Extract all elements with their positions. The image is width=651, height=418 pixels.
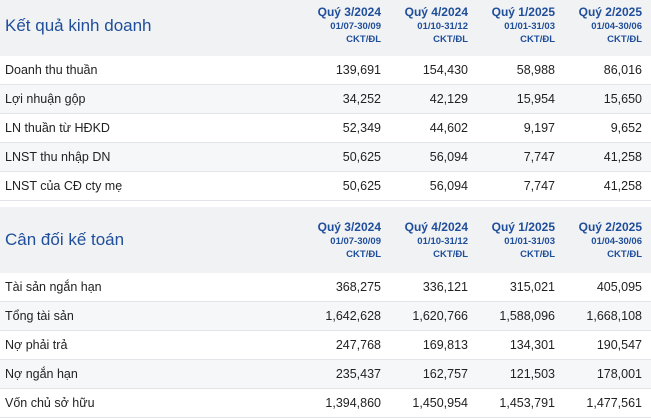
- period-unit: CKT/ĐL: [520, 34, 555, 45]
- row-label[interactable]: LN thuần từ HĐKD: [5, 121, 110, 135]
- row-value: 134,301: [509, 338, 555, 352]
- row-value: 1,394,860: [325, 396, 381, 410]
- row-value: 1,668,108: [586, 309, 642, 323]
- period-quarter[interactable]: Quý 2/2025: [578, 219, 642, 234]
- row-value: 56,094: [429, 150, 468, 164]
- period-quarter[interactable]: Quý 1/2025: [491, 5, 555, 19]
- period-quarter[interactable]: Quý 3/2024: [317, 219, 381, 234]
- period-range: 01/01-31/03: [504, 235, 555, 247]
- row-value: 15,954: [516, 92, 555, 106]
- period-unit: CKT/ĐL: [433, 248, 468, 260]
- period-unit: CKT/ĐL: [346, 34, 381, 45]
- period-q2-2025: Quý 2/2025 01/04-30/06 CKT/ĐL: [561, 220, 648, 261]
- row-label[interactable]: Tổng tài sản: [5, 309, 74, 323]
- row-label[interactable]: Lợi nhuận gộp: [5, 92, 86, 106]
- period-unit: CKT/ĐL: [607, 248, 642, 260]
- row-value: 7,747: [523, 150, 555, 164]
- row-label[interactable]: LNST của CĐ cty mẹ: [5, 179, 123, 193]
- row-value: 154,430: [422, 63, 468, 77]
- row-value: 9,197: [523, 121, 555, 135]
- row-value: 15,650: [603, 92, 642, 106]
- row-value: 44,602: [429, 121, 468, 135]
- period-q4-2024: Quý 4/2024 01/10-31/12 CKT/ĐL: [387, 0, 474, 56]
- section-divider: [0, 201, 651, 207]
- business-results-title[interactable]: Kết quả kinh doanh: [5, 16, 152, 35]
- period-quarter[interactable]: Quý 1/2025: [491, 219, 555, 234]
- period-q3-2024: Quý 3/2024 01/07-30/09 CKT/ĐL: [300, 0, 387, 56]
- table-row[interactable]: LNST của CĐ cty mẹ 50,625 56,094 7,747 4…: [0, 172, 651, 201]
- table-row[interactable]: LN thuần từ HĐKD 52,349 44,602 9,197 9,6…: [0, 114, 651, 143]
- period-range: 01/04-30/06: [591, 235, 642, 247]
- period-range: 01/04-30/06: [591, 21, 642, 32]
- row-label[interactable]: Doanh thu thuần: [5, 63, 98, 77]
- row-value: 86,016: [603, 63, 642, 77]
- table-row[interactable]: Vốn chủ sở hữu 1,394,860 1,450,954 1,453…: [0, 389, 651, 418]
- row-value: 41,258: [603, 150, 642, 164]
- row-value: 9,652: [610, 121, 642, 135]
- period-range: 01/10-31/12: [417, 21, 468, 32]
- period-quarter[interactable]: Quý 4/2024: [404, 219, 468, 234]
- row-value: 139,691: [335, 63, 381, 77]
- period-q4-2024: Quý 4/2024 01/10-31/12 CKT/ĐL: [387, 220, 474, 261]
- business-results-header: Kết quả kinh doanh Quý 3/2024 01/07-30/0…: [0, 0, 651, 56]
- row-value: 42,129: [429, 92, 468, 106]
- row-value: 58,988: [516, 63, 555, 77]
- row-value: 1,477,561: [586, 396, 642, 410]
- period-unit: CKT/ĐL: [607, 34, 642, 45]
- row-value: 178,001: [596, 367, 642, 381]
- row-value: 50,625: [342, 179, 381, 193]
- row-value: 336,121: [422, 280, 468, 294]
- table-row[interactable]: Nợ phải trả 247,768 169,813 134,301 190,…: [0, 331, 651, 360]
- period-q3-2024: Quý 3/2024 01/07-30/09 CKT/ĐL: [300, 220, 387, 261]
- balance-sheet-title[interactable]: Cân đối kế toán: [5, 230, 125, 249]
- row-value: 34,252: [342, 92, 381, 106]
- row-label[interactable]: Nợ ngắn hạn: [5, 367, 78, 381]
- row-label[interactable]: Nợ phải trả: [5, 338, 68, 352]
- row-value: 190,547: [596, 338, 642, 352]
- row-value: 1,588,096: [499, 309, 555, 323]
- period-range: 01/01-31/03: [504, 21, 555, 32]
- row-value: 1,450,954: [412, 396, 468, 410]
- table-row[interactable]: LNST thu nhập DN 50,625 56,094 7,747 41,…: [0, 143, 651, 172]
- period-quarter[interactable]: Quý 3/2024: [317, 5, 381, 19]
- table-row[interactable]: Tổng tài sản 1,642,628 1,620,766 1,588,0…: [0, 302, 651, 331]
- row-value: 235,437: [335, 367, 381, 381]
- row-value: 368,275: [335, 280, 381, 294]
- row-value: 405,095: [596, 280, 642, 294]
- balance-sheet-header: Cân đối kế toán Quý 3/2024 01/07-30/09 C…: [0, 207, 651, 273]
- row-value: 41,258: [603, 179, 642, 193]
- row-value: 247,768: [335, 338, 381, 352]
- row-label[interactable]: Vốn chủ sở hữu: [5, 396, 95, 410]
- row-value: 1,642,628: [325, 309, 381, 323]
- period-quarter[interactable]: Quý 2/2025: [578, 5, 642, 19]
- row-value: 315,021: [509, 280, 555, 294]
- period-unit: CKT/ĐL: [520, 248, 555, 260]
- row-value: 162,757: [422, 367, 468, 381]
- table-row[interactable]: Nợ ngắn hạn 235,437 162,757 121,503 178,…: [0, 360, 651, 389]
- period-range: 01/07-30/09: [330, 21, 381, 32]
- row-label[interactable]: Tài sản ngắn hạn: [5, 280, 102, 294]
- period-quarter[interactable]: Quý 4/2024: [404, 5, 468, 19]
- table-row[interactable]: Tài sản ngắn hạn 368,275 336,121 315,021…: [0, 273, 651, 302]
- row-value: 1,620,766: [412, 309, 468, 323]
- row-value: 169,813: [422, 338, 468, 352]
- period-unit: CKT/ĐL: [346, 248, 381, 260]
- row-value: 50,625: [342, 150, 381, 164]
- table-row[interactable]: Lợi nhuận gộp 34,252 42,129 15,954 15,65…: [0, 85, 651, 114]
- period-range: 01/07-30/09: [330, 235, 381, 247]
- row-label[interactable]: LNST thu nhập DN: [5, 150, 111, 164]
- row-value: 56,094: [429, 179, 468, 193]
- period-q2-2025: Quý 2/2025 01/04-30/06 CKT/ĐL: [561, 0, 648, 56]
- period-q1-2025: Quý 1/2025 01/01-31/03 CKT/ĐL: [474, 0, 561, 56]
- row-value: 52,349: [342, 121, 381, 135]
- row-value: 121,503: [509, 367, 555, 381]
- period-range: 01/10-31/12: [417, 235, 468, 247]
- period-q1-2025: Quý 1/2025 01/01-31/03 CKT/ĐL: [474, 220, 561, 261]
- row-value: 1,453,791: [499, 396, 555, 410]
- period-unit: CKT/ĐL: [433, 34, 468, 45]
- row-value: 7,747: [523, 179, 555, 193]
- table-row[interactable]: Doanh thu thuần 139,691 154,430 58,988 8…: [0, 56, 651, 85]
